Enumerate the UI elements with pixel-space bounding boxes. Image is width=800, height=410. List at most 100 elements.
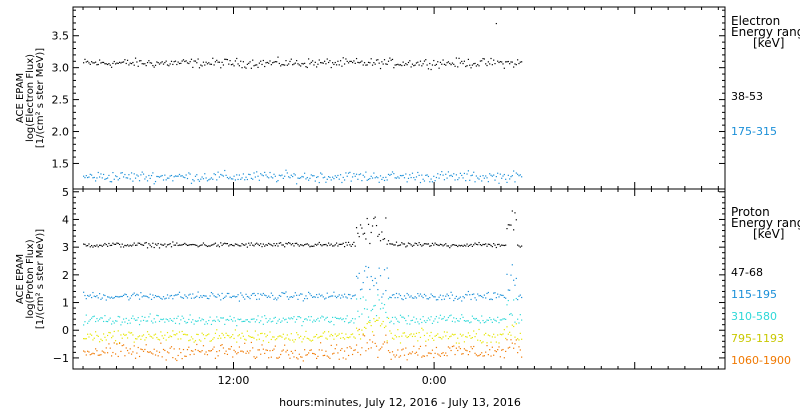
proton-point-47-68 (154, 243, 157, 245)
proton-point-310-580 (117, 315, 119, 318)
electron-point-38-53 (244, 66, 246, 68)
proton-point-1060-1900 (197, 349, 199, 352)
electron-point-175-315 (225, 174, 227, 176)
proton-point-310-580 (138, 323, 141, 326)
proton-point-795-1193 (146, 331, 149, 333)
electron-point-38-53 (465, 65, 467, 68)
proton-point-115-195 (210, 291, 213, 294)
proton-point-795-1193 (474, 336, 476, 338)
proton-ytick-label: 0 (62, 324, 69, 337)
proton-point-47-68 (288, 242, 290, 244)
proton-point-795-1193 (345, 333, 347, 335)
proton-point-795-1193 (118, 342, 121, 344)
electron-point-175-315 (422, 178, 424, 180)
electron-point-38-53 (327, 61, 330, 64)
proton-point-310-580 (289, 318, 291, 320)
electron-point-175-315 (329, 176, 331, 179)
proton-point-1060-1900 (116, 343, 118, 345)
proton-point-115-195 (138, 298, 141, 300)
proton-point-1060-1900 (505, 350, 507, 353)
proton-point-310-580 (89, 319, 91, 321)
x-tick-label: 12:00 (218, 374, 250, 387)
proton-point-310-580 (244, 320, 246, 322)
proton-point-47-68 (97, 246, 99, 248)
electron-point-175-315 (335, 176, 338, 178)
proton-point-47-68 (85, 245, 87, 247)
proton-ylabel-line: ACE EPAM (15, 254, 26, 304)
proton-point-795-1193 (141, 335, 143, 337)
electron-point-38-53 (370, 58, 372, 60)
electron-point-175-315 (288, 176, 290, 178)
proton-point-310-580 (335, 317, 338, 320)
proton-point-115-195 (186, 297, 189, 299)
electron-point-175-315 (265, 174, 267, 176)
proton-point-115-195 (252, 293, 254, 295)
electron-point-175-315 (477, 177, 479, 179)
electron-point-38-53 (350, 60, 352, 63)
electron-point-38-53 (278, 62, 280, 65)
proton-point-310-580 (109, 317, 111, 319)
proton-point-115-195 (254, 294, 256, 297)
proton-point-1060-1900 (363, 335, 366, 337)
proton-point-1060-1900 (137, 346, 139, 349)
proton-point-1060-1900 (397, 349, 399, 351)
proton-point-1060-1900 (350, 347, 352, 349)
proton-point-795-1193 (435, 334, 438, 337)
proton-point-115-195 (294, 292, 296, 294)
electron-point-38-53 (264, 65, 266, 68)
proton-point-1060-1900 (201, 350, 203, 352)
electron-point-38-53 (136, 61, 138, 63)
electron-point-175-315 (454, 179, 456, 181)
proton-point-310-580 (189, 314, 191, 316)
electron-point-38-53 (93, 62, 95, 64)
proton-point-1060-1900 (298, 353, 300, 355)
proton-point-310-580 (97, 320, 99, 322)
proton-point-1060-1900 (229, 348, 231, 350)
proton-point-115-195 (297, 298, 299, 301)
proton-point-310-580 (483, 321, 485, 324)
proton-point-310-580 (511, 314, 513, 316)
proton-point-47-68 (443, 244, 446, 246)
proton-point-47-68 (349, 244, 351, 246)
proton-point-795-1193 (160, 331, 162, 333)
electron-point-175-315 (482, 175, 484, 177)
proton-point-1060-1900 (272, 349, 274, 352)
proton-point-310-580 (339, 317, 342, 319)
electron-point-38-53 (365, 64, 367, 66)
proton-point-310-580 (509, 313, 511, 316)
electron-point-38-53 (112, 62, 114, 65)
proton-point-115-195 (144, 295, 146, 297)
proton-point-115-195 (455, 295, 458, 298)
electron-point-38-53 (497, 60, 499, 62)
proton-point-795-1193 (447, 338, 450, 340)
proton-point-47-68 (453, 244, 455, 246)
electron-point-38-53 (395, 64, 398, 66)
electron-point-175-315 (254, 176, 256, 178)
proton-point-310-580 (308, 316, 310, 318)
electron-point-175-315 (427, 175, 430, 178)
electron-point-175-315 (494, 179, 496, 181)
proton-point-115-195 (373, 284, 375, 287)
electron-point-38-53 (410, 66, 412, 68)
proton-point-47-68 (245, 243, 247, 245)
electron-point-38-53 (148, 60, 150, 62)
electron-point-38-53 (121, 61, 123, 63)
proton-point-47-68 (398, 244, 400, 246)
electron-point-38-53 (389, 57, 391, 59)
proton-point-115-195 (442, 295, 444, 297)
electron-point-38-53 (505, 61, 507, 63)
proton-point-47-68 (186, 244, 189, 247)
proton-point-115-195 (169, 295, 171, 297)
proton-point-795-1193 (398, 336, 400, 338)
proton-point-47-68 (342, 242, 344, 244)
proton-point-47-68 (518, 245, 520, 247)
proton-point-115-195 (353, 295, 355, 297)
proton-point-115-195 (383, 269, 386, 271)
proton-point-310-580 (321, 315, 323, 317)
proton-point-310-580 (302, 320, 304, 323)
proton-point-795-1193 (240, 337, 242, 339)
electron-point-38-53 (387, 60, 390, 62)
proton-point-1060-1900 (101, 350, 103, 352)
proton-point-795-1193 (457, 337, 459, 339)
proton-point-310-580 (498, 322, 500, 324)
